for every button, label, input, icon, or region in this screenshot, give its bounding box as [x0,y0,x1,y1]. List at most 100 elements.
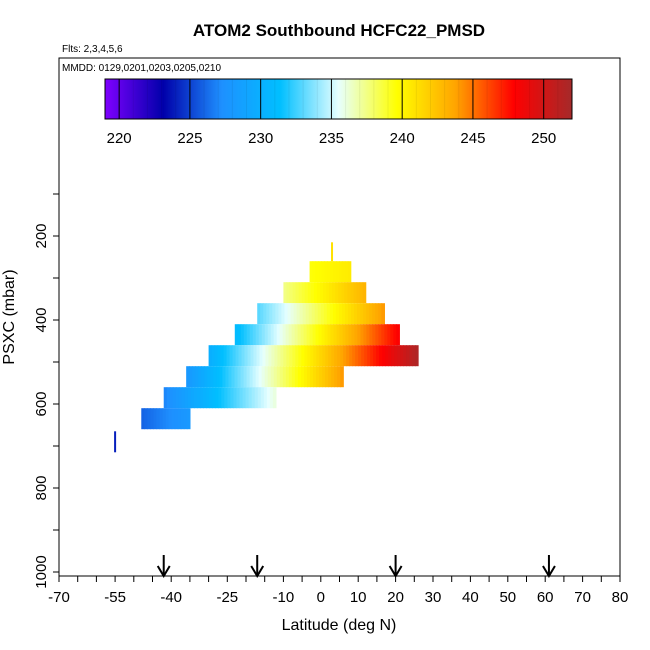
x-axis: -70 -55 -40 -25 -10 0 10 20 30 40 50 60 70 80 [48,576,628,606]
heatmap-cell [210,366,214,388]
heatmap-cell [255,324,260,346]
heatmap-cell [397,345,401,367]
heatmap-cell [345,324,350,346]
heatmap-cell [187,387,192,409]
heatmap-cell [375,303,379,325]
heatmap-cell [186,366,190,388]
heatmap-cell [301,345,305,367]
heatmap-cell [194,387,198,409]
heatmap-cell [335,303,340,325]
heatmap-cell [332,303,337,325]
heatmap-cell [331,366,335,388]
heatmap-cell [283,345,287,367]
flight-arrow [156,555,171,578]
heatmap-cell [267,366,272,388]
heatmap-cell [341,282,345,304]
heatmap-cell [360,303,364,325]
heatmap-cell [292,282,297,304]
heatmap-cell [191,387,195,409]
heatmap-cell [223,345,228,367]
heatmap-cells [114,242,419,453]
heatmap-cell [280,345,284,367]
heatmap-cell [174,408,179,430]
y-axis: 200 400 600 800 1000 [33,193,59,589]
heatmap-cell [316,345,320,367]
heatmap-cell [279,324,284,346]
heatmap-cell [310,366,314,388]
x-tick-label: 20 [387,589,404,606]
heatmap-cell [168,408,173,430]
heatmap-cell [260,303,264,325]
heatmap-cell [246,324,251,346]
heatmap-cell [284,303,289,325]
heatmap-cell [304,282,309,304]
colorbar-tick-label: 240 [390,130,415,147]
heatmap-cell [289,345,293,367]
heatmap-cell [297,324,302,346]
heatmap-cell [318,324,323,346]
heatmap-cell [363,303,367,325]
heatmap-cell [294,366,299,388]
colorbar-tick-label: 235 [319,130,344,147]
heatmap-cell [265,345,270,367]
heatmap-cell [370,345,374,367]
heatmap-cell [339,324,344,346]
colorbar-tick-label: 245 [460,130,485,147]
heatmap-cell [279,366,284,388]
heatmap-cell [321,324,326,346]
heatmap-cell [360,324,365,346]
heatmap-cell [212,387,216,409]
heatmap-cell [338,261,343,283]
heatmap-cell [291,324,296,346]
heatmap-cell [301,282,306,304]
heatmap-cell [238,345,243,367]
heatmap-cell [359,282,364,304]
heatmap-cell [272,387,277,409]
heatmap-cell [293,303,298,325]
heatmap-cell [381,303,385,325]
heatmap-cell [224,387,228,409]
heatmap-cell [266,303,270,325]
heatmap-cell [366,303,370,325]
heatmap-cell [366,324,371,346]
vertical-profile [114,431,117,453]
heatmap-cell [309,261,314,283]
heatmap-cell [283,282,288,304]
x-tick-label: -25 [216,589,238,606]
x-tick-label: 30 [425,589,442,606]
heatmap-cell [258,366,263,388]
heatmap-cell [343,345,347,367]
heatmap-cell [350,282,355,304]
heatmap-cell [337,345,341,367]
heatmap-cell [234,366,239,388]
y-tick-label: 600 [33,391,50,416]
heatmap-cell [297,366,302,388]
heatmap-cell [367,345,371,367]
heatmap-cell [288,324,293,346]
heatmap-cell [206,387,210,409]
flight-arrow [388,555,403,578]
heatmap-cell [378,303,382,325]
heatmap-cell [252,324,257,346]
colorbar-tick-label: 220 [107,130,132,147]
heatmap-cell [354,303,358,325]
heatmap-cell [400,345,404,367]
heatmap-cell [231,366,236,388]
heatmap-cell [312,324,317,346]
heatmap-cell [382,345,386,367]
heatmap-cell [249,366,254,388]
heatmap-cell [333,261,337,283]
heatmap-cell [159,408,164,430]
heatmap-cell [312,261,317,283]
heatmap-cell [259,345,264,367]
y-axis-label: PSXC (mbar) [1,269,18,364]
heatmap-cell [289,282,294,304]
heatmap-cell [230,387,235,409]
heatmap-cell [211,345,216,367]
heatmap-cell [308,303,313,325]
heatmap-cell [216,366,220,388]
heatmap-cell [333,324,338,346]
heatmap-cell [208,345,213,367]
heatmap-cell [313,345,317,367]
heatmap-cell [311,303,316,325]
